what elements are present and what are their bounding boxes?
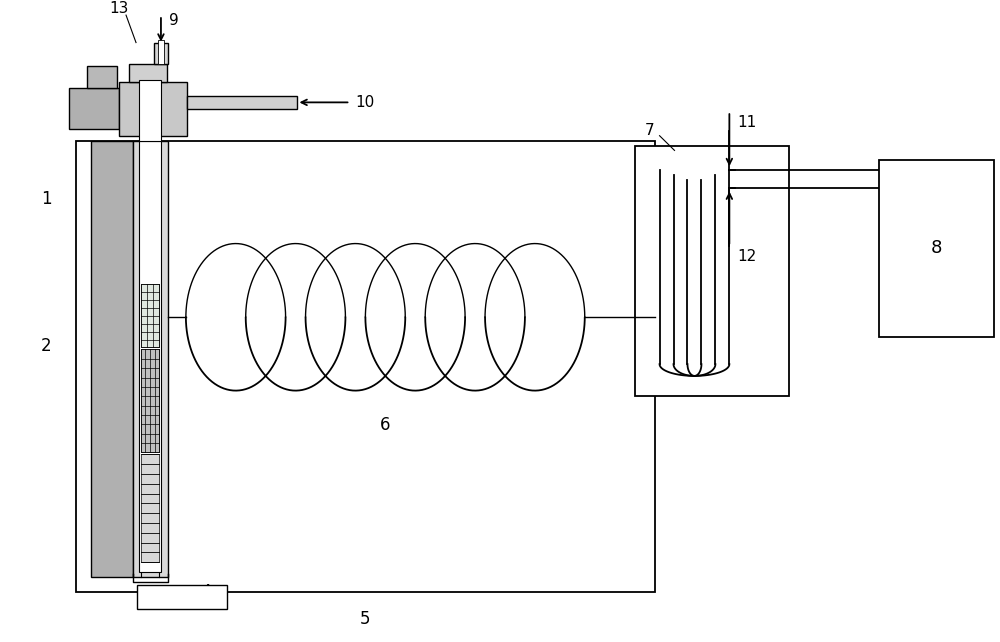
- Bar: [141, 349, 159, 453]
- Bar: [129, 64, 167, 82]
- Bar: [635, 146, 789, 395]
- Bar: [139, 80, 161, 141]
- Bar: [137, 585, 227, 609]
- Bar: [141, 284, 159, 347]
- Bar: [158, 40, 164, 64]
- Text: 6: 6: [380, 416, 391, 434]
- Text: 9: 9: [169, 13, 179, 28]
- Text: 8: 8: [931, 239, 942, 257]
- Bar: [91, 141, 133, 577]
- Text: 1: 1: [41, 191, 52, 209]
- Bar: [139, 141, 161, 572]
- Bar: [119, 82, 187, 135]
- Text: 10: 10: [355, 95, 375, 110]
- Bar: [187, 96, 297, 109]
- Bar: [69, 88, 119, 129]
- Text: 12: 12: [737, 249, 757, 264]
- Text: 4: 4: [201, 584, 210, 599]
- Bar: [154, 42, 168, 64]
- Bar: [76, 141, 655, 591]
- Bar: [133, 141, 168, 577]
- Text: 2: 2: [41, 338, 52, 356]
- Bar: [87, 66, 117, 88]
- Text: 11: 11: [737, 116, 757, 130]
- Text: 7: 7: [645, 123, 654, 138]
- Bar: [141, 455, 159, 562]
- Text: 3: 3: [151, 158, 161, 173]
- Bar: [879, 160, 994, 336]
- Text: 13: 13: [109, 1, 129, 16]
- Text: 5: 5: [360, 610, 371, 628]
